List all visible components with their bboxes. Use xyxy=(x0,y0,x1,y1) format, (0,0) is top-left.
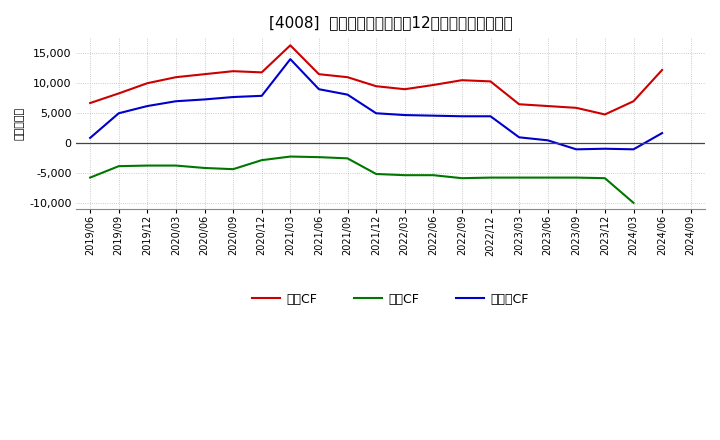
Y-axis label: （百万円）: （百万円） xyxy=(15,107,25,140)
営業CF xyxy=(343,74,352,80)
フリーCF xyxy=(629,147,638,152)
Line: 営業CF: 営業CF xyxy=(90,45,662,114)
営業CF xyxy=(544,103,552,109)
営業CF xyxy=(629,99,638,104)
営業CF xyxy=(229,69,238,74)
投資CF xyxy=(229,166,238,172)
営業CF xyxy=(258,70,266,75)
フリーCF xyxy=(658,131,667,136)
営業CF xyxy=(114,91,123,96)
フリーCF xyxy=(572,147,580,152)
投資CF xyxy=(629,200,638,205)
投資CF xyxy=(258,158,266,163)
営業CF xyxy=(458,77,467,83)
フリーCF xyxy=(258,93,266,99)
営業CF xyxy=(200,72,209,77)
営業CF xyxy=(143,81,152,86)
フリーCF xyxy=(343,92,352,97)
フリーCF xyxy=(86,135,94,140)
投資CF xyxy=(286,154,294,159)
投資CF xyxy=(114,164,123,169)
フリーCF xyxy=(171,99,180,104)
フリーCF xyxy=(544,138,552,143)
フリーCF xyxy=(315,87,323,92)
投資CF xyxy=(171,163,180,168)
フリーCF xyxy=(372,110,380,116)
投資CF xyxy=(515,175,523,180)
フリーCF xyxy=(143,103,152,109)
営業CF xyxy=(486,79,495,84)
Legend: 営業CF, 投資CF, フリーCF: 営業CF, 投資CF, フリーCF xyxy=(247,288,534,311)
投資CF xyxy=(86,175,94,180)
投資CF xyxy=(458,176,467,181)
投資CF xyxy=(400,172,409,178)
フリーCF xyxy=(429,113,438,118)
営業CF xyxy=(171,74,180,80)
営業CF xyxy=(372,84,380,89)
フリーCF xyxy=(515,135,523,140)
営業CF xyxy=(429,82,438,88)
フリーCF xyxy=(229,95,238,100)
営業CF xyxy=(315,72,323,77)
投資CF xyxy=(343,156,352,161)
Line: 投資CF: 投資CF xyxy=(90,157,634,203)
フリーCF xyxy=(400,113,409,118)
フリーCF xyxy=(200,97,209,102)
フリーCF xyxy=(600,146,609,151)
投資CF xyxy=(315,154,323,160)
投資CF xyxy=(143,163,152,168)
Line: フリーCF: フリーCF xyxy=(90,59,662,149)
フリーCF xyxy=(286,56,294,62)
フリーCF xyxy=(458,114,467,119)
Title: [4008]  キャッシュフローの12か月移動合計の推移: [4008] キャッシュフローの12か月移動合計の推移 xyxy=(269,15,513,30)
営業CF xyxy=(86,100,94,106)
投資CF xyxy=(200,165,209,171)
投資CF xyxy=(544,175,552,180)
営業CF xyxy=(515,102,523,107)
営業CF xyxy=(286,43,294,48)
営業CF xyxy=(400,87,409,92)
フリーCF xyxy=(114,110,123,116)
投資CF xyxy=(600,176,609,181)
投資CF xyxy=(372,171,380,176)
投資CF xyxy=(486,175,495,180)
投資CF xyxy=(572,175,580,180)
投資CF xyxy=(429,172,438,178)
営業CF xyxy=(572,105,580,110)
営業CF xyxy=(658,67,667,73)
営業CF xyxy=(600,112,609,117)
フリーCF xyxy=(486,114,495,119)
